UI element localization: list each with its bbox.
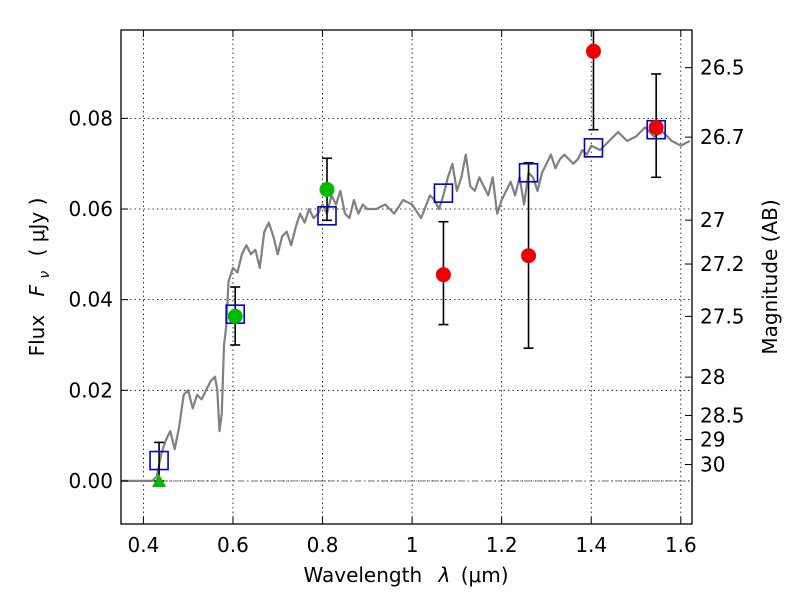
x-axis-title-unit: (μm)	[461, 563, 509, 587]
y-axis-ticks: 0.00 0.02 0.04 0.06 0.08	[68, 106, 128, 493]
y-axis-title-unit: ( μJy )	[25, 198, 49, 257]
y2-axis-title: Magnitude (AB)	[758, 199, 782, 354]
x-tick-label: 0.8	[307, 533, 339, 557]
x-axis-title-symbol: λ	[438, 563, 451, 587]
observed-flux-point	[319, 182, 335, 198]
model-photometry-square	[433, 183, 454, 203]
x-tick-label: 1.6	[665, 533, 697, 557]
x-axis-title-text: Wavelength	[303, 563, 422, 587]
model-photometry-square	[518, 162, 539, 183]
y-axis-title-subscript: ν	[37, 271, 53, 279]
y2-tick-label: 29	[700, 428, 725, 452]
model-photometry-square	[583, 138, 604, 158]
model-photometry-square	[149, 450, 169, 471]
y2-tick-label: 26.7	[700, 125, 745, 149]
y2-tick-label: 27.2	[700, 252, 745, 276]
y-axis-title: Flux F ν ( μJy )	[25, 198, 54, 357]
y2-tick-label: 27.5	[700, 304, 745, 328]
y2-tick-label: 28.5	[700, 403, 745, 427]
y-axis-title-symbol: F	[25, 284, 49, 296]
observed-flux-point	[585, 43, 601, 59]
x-tick-label: 0.6	[217, 533, 249, 557]
y-tick-label: 0.06	[68, 197, 113, 221]
y2-tick-label: 28	[700, 365, 725, 389]
observed-flux-point	[648, 119, 664, 135]
y2-tick-label: 26.5	[700, 56, 745, 80]
plot-area	[121, 30, 691, 487]
y-axis-title-text: Flux	[25, 315, 49, 357]
x-tick-label: 1	[406, 533, 419, 557]
observed-flux-point	[435, 267, 451, 283]
y-tick-label: 0.08	[68, 106, 113, 130]
y-tick-label: 0.00	[68, 469, 113, 493]
plot-frame	[120, 29, 693, 525]
x-tick-label: 1.4	[575, 533, 607, 557]
model-spectrum-line	[121, 126, 691, 482]
y-tick-label: 0.02	[68, 378, 113, 402]
x-axis-ticks: 0.4 0.6 0.8 1 1.2 1.4 1.6	[127, 30, 697, 557]
x-tick-label: 0.4	[127, 533, 159, 557]
y-tick-label: 0.04	[68, 288, 113, 312]
y2-tick-label: 27	[700, 208, 725, 232]
model-photometry-square	[317, 206, 337, 226]
y2-tick-label: 30	[700, 452, 725, 476]
x-axis-title: Wavelength λ (μm)	[303, 563, 508, 587]
x-tick-label: 1.2	[486, 533, 518, 557]
observed-flux-point	[521, 248, 537, 264]
upper-limit-triangle	[152, 473, 167, 487]
grid-lines	[121, 30, 692, 524]
observed-flux-point	[227, 308, 243, 324]
